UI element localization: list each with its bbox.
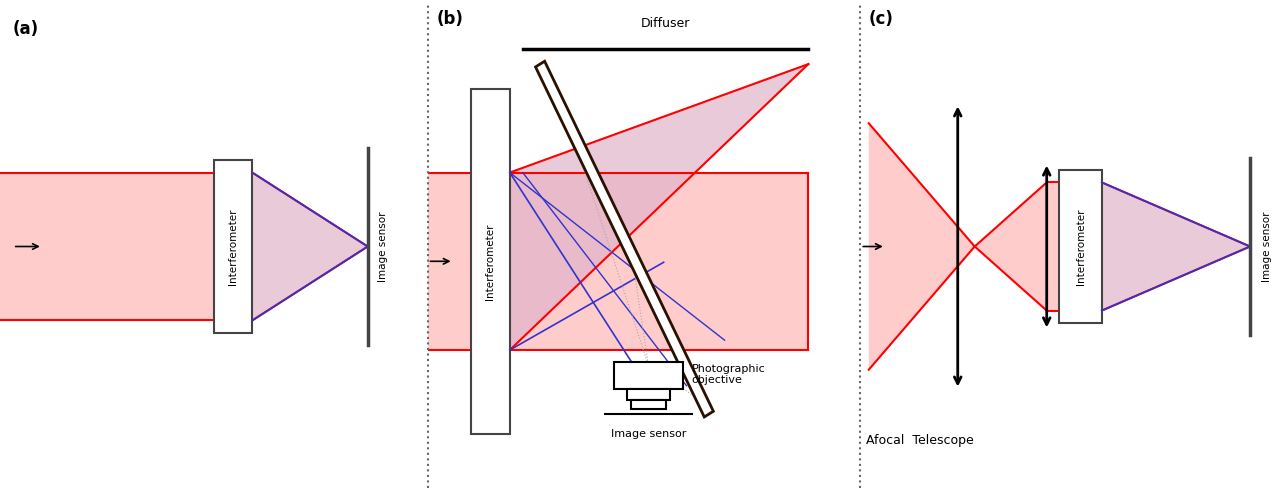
- Polygon shape: [1059, 182, 1102, 311]
- Polygon shape: [1046, 182, 1059, 311]
- Text: Image sensor: Image sensor: [1262, 211, 1272, 282]
- Polygon shape: [252, 173, 367, 320]
- Text: Afocal  Telescope: Afocal Telescope: [865, 434, 973, 447]
- FancyBboxPatch shape: [1059, 170, 1102, 323]
- Polygon shape: [510, 64, 809, 350]
- Text: Photographic
objective: Photographic objective: [692, 364, 765, 386]
- Polygon shape: [510, 64, 809, 350]
- Text: Interferometer: Interferometer: [1076, 208, 1085, 285]
- Polygon shape: [1102, 182, 1251, 311]
- Text: Diffuser: Diffuser: [641, 17, 691, 30]
- Text: (a): (a): [13, 20, 39, 38]
- Polygon shape: [428, 173, 471, 350]
- Text: Image sensor: Image sensor: [377, 211, 388, 282]
- FancyBboxPatch shape: [213, 160, 252, 333]
- Polygon shape: [510, 173, 809, 350]
- Bar: [614, 362, 683, 389]
- Polygon shape: [1102, 182, 1251, 311]
- Text: (c): (c): [869, 10, 894, 28]
- Text: Image sensor: Image sensor: [611, 429, 686, 439]
- Text: Interferometer: Interferometer: [485, 223, 496, 300]
- Polygon shape: [535, 61, 714, 417]
- Text: (b): (b): [437, 10, 464, 28]
- Bar: [630, 400, 665, 409]
- Polygon shape: [213, 173, 252, 320]
- Polygon shape: [975, 182, 1046, 311]
- Polygon shape: [0, 173, 213, 320]
- Bar: [627, 389, 670, 400]
- Text: Interferometer: Interferometer: [229, 208, 238, 285]
- Polygon shape: [869, 123, 975, 370]
- Polygon shape: [252, 173, 367, 320]
- FancyBboxPatch shape: [471, 89, 510, 434]
